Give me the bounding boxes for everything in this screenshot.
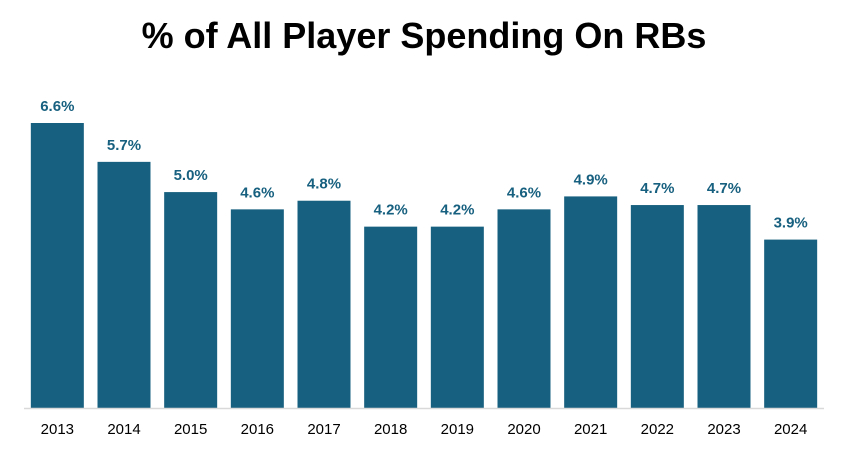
bar-2021 [564,196,618,408]
bar-2017 [297,200,351,408]
bar-2023 [697,205,751,408]
x-tick-label-2022: 2022 [641,421,674,438]
bar-2014 [97,161,151,408]
bar-2015 [164,192,218,408]
x-tick-label-2020: 2020 [507,421,540,438]
bar-2020 [497,209,551,408]
data-label-2023: 4.7% [707,180,741,197]
bar-2022 [630,205,684,408]
x-tick-label-2019: 2019 [441,421,474,438]
data-label-2024: 3.9% [774,215,808,232]
bar-2016 [230,209,284,408]
data-label-2021: 4.9% [574,171,608,188]
bar-2013 [30,123,84,408]
data-label-2014: 5.7% [107,137,141,154]
x-tick-labels-group: 2013 2014 2015 2016 2017 2018 2019 2020 2021 2022… [41,421,808,438]
bar-2019 [430,226,484,408]
x-tick-label-2017: 2017 [307,421,340,438]
x-tick-label-2024: 2024 [774,421,807,438]
x-tick-label-2016: 2016 [241,421,274,438]
data-label-2017: 4.8% [307,176,341,193]
x-tick-label-2013: 2013 [41,421,74,438]
chart-title: % of All Player Spending On RBs [141,15,707,56]
data-label-2015: 5.0% [174,167,208,184]
data-label-2020: 4.6% [507,184,541,201]
data-label-2022: 4.7% [640,180,674,197]
x-tick-label-2023: 2023 [707,421,740,438]
data-label-2019: 4.2% [440,202,474,219]
data-labels-group: 6.6% 5.7% 5.0% 4.6% 4.8% 4.2% 4.2% 4.6% 4.9% 4.7%… [40,98,808,232]
bars-group [30,123,818,408]
data-label-2016: 4.6% [240,184,274,201]
x-tick-label-2014: 2014 [107,421,140,438]
bar-2024 [764,239,818,408]
x-tick-label-2018: 2018 [374,421,407,438]
data-label-2018: 4.2% [374,202,408,219]
data-label-2013: 6.6% [40,98,74,115]
x-tick-label-2015: 2015 [174,421,207,438]
x-tick-label-2021: 2021 [574,421,607,438]
bar-2018 [364,226,418,408]
